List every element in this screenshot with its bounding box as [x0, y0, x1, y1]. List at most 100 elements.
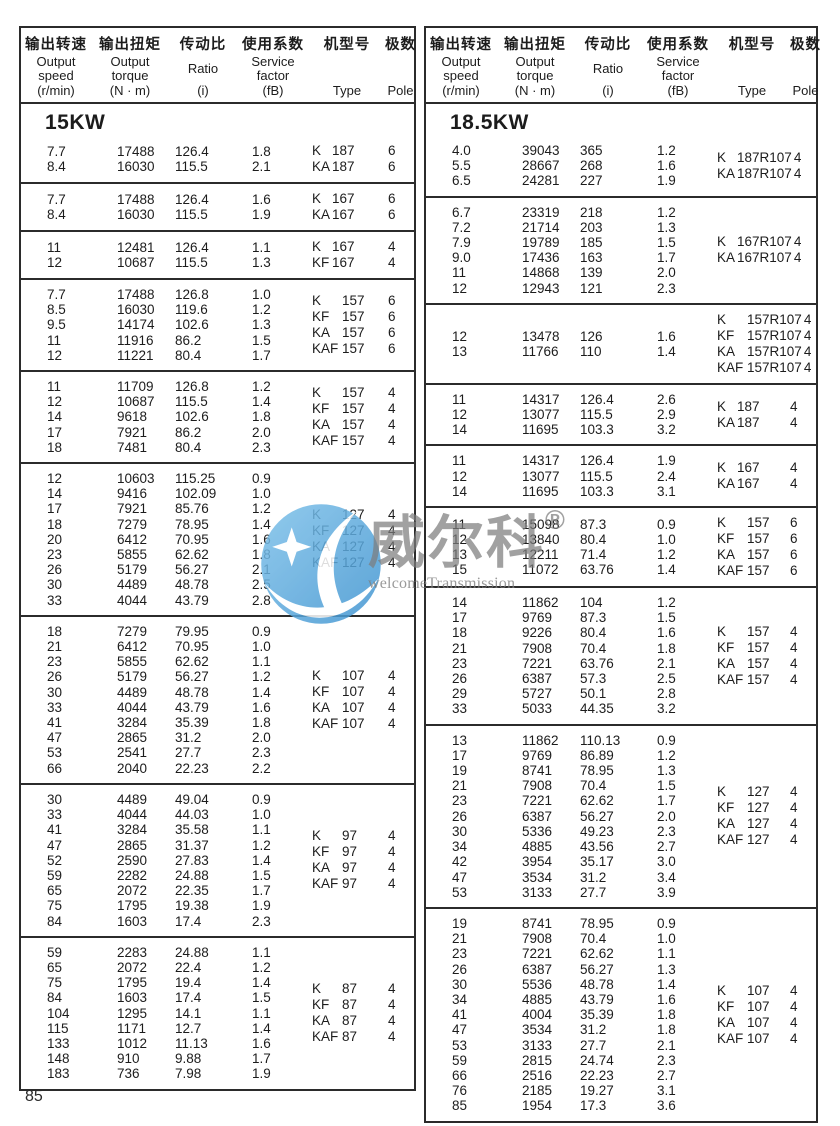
- type-row: KA 167R107 4: [714, 250, 820, 266]
- pole-value: 4: [388, 433, 396, 449]
- service-factor-value: 1.0: [252, 807, 271, 823]
- ratio-value: 86.89: [580, 747, 614, 763]
- service-factor-value: 0.9: [252, 471, 271, 487]
- ratio-value: 110: [580, 343, 602, 359]
- output-torque-value: 2590: [117, 852, 148, 868]
- service-factor-value: 1.8: [657, 640, 676, 656]
- ratio-value: 22.35: [175, 883, 209, 899]
- output-speed-value: 23: [47, 654, 63, 670]
- header-en: Service factor: [656, 54, 699, 83]
- service-factor-value: 1.5: [657, 610, 676, 626]
- output-speed-value: 11: [452, 516, 467, 532]
- table-row: 104 1295 14.1 1.1: [21, 1006, 309, 1021]
- output-speed-value: 42: [452, 854, 468, 870]
- table-row: 14 11695 103.3 3.2: [426, 422, 714, 437]
- type-value: KAF 157: [714, 672, 788, 688]
- type-row: K 107 4: [309, 668, 414, 684]
- table-body: 4.0 39043 365 1.2 5.5 28667 268 1.6 6.5 24281 227 1…: [426, 136, 816, 1121]
- ratio-value: 43.79: [175, 592, 209, 608]
- ratio-value: 126.8: [175, 379, 209, 395]
- table-body: 7.7 17488 126.4 1.8 8.4 16030 115.5 2.1 K 187 6 KA 1…: [21, 136, 414, 1089]
- ratio-value: 62.62: [175, 654, 209, 670]
- table-row: 84 1603 17.4 2.3: [21, 914, 309, 929]
- output-torque-value: 7221: [522, 946, 553, 962]
- header-unit: (fB): [262, 83, 284, 98]
- header-en-line: Ratio: [187, 60, 219, 76]
- table-row: 75 1795 19.4 1.4: [21, 975, 309, 990]
- output-speed-value: 8.4: [47, 207, 66, 222]
- type-number: 157: [747, 623, 770, 639]
- header-col-1: 输出扭矩 Output torque (N · m): [496, 33, 574, 98]
- table-row: 11 11709 126.8 1.2: [21, 379, 309, 394]
- output-torque-value: 3954: [522, 854, 553, 870]
- type-prefix: KF: [717, 639, 735, 655]
- output-speed-value: 30: [47, 791, 63, 807]
- service-factor-value: 1.8: [252, 547, 271, 563]
- output-speed-value: 23: [452, 946, 468, 962]
- output-torque-value: 10687: [117, 394, 155, 410]
- type-prefix: KF: [312, 401, 330, 417]
- service-factor-value: 3.1: [657, 1083, 676, 1099]
- ratio-value: 56.27: [175, 669, 209, 685]
- spec-group: 11 14317 126.4 2.6 12 13077 115.5 2.9 14 11695 103…: [426, 382, 816, 445]
- service-factor-value: 1.4: [252, 852, 271, 868]
- type-row: KA 167 6: [309, 207, 414, 223]
- type-value: KF 167: [309, 255, 386, 271]
- ratio-value: 126.4: [580, 391, 614, 407]
- pole-value: 4: [793, 234, 802, 250]
- type-value: KF 157: [714, 640, 788, 656]
- type-prefix: KAF: [312, 876, 339, 892]
- service-factor-value: 2.7: [657, 839, 676, 855]
- service-factor-value: 1.5: [252, 867, 271, 883]
- service-factor-value: 1.2: [657, 204, 676, 220]
- output-speed-value: 21: [452, 640, 468, 656]
- header-col-0: 输出转速 Output speed (r/min): [426, 33, 496, 98]
- ratio-value: 11.13: [175, 1035, 208, 1051]
- table-row: 17 7921 85.76 1.2: [21, 501, 309, 516]
- output-speed-value: 11: [47, 239, 62, 255]
- type-value: K 127: [714, 784, 788, 800]
- service-factor-value: 1.4: [252, 394, 271, 410]
- output-torque-value: 12481: [117, 239, 155, 255]
- type-value: KA 167: [309, 207, 386, 223]
- table-row: 11 11916 86.2 1.5: [21, 333, 309, 348]
- output-speed-value: 26: [47, 669, 63, 685]
- spec-group: 12 10603 115.25 0.9 14 9416 102.09 1.0 17 7921 85.…: [21, 462, 414, 615]
- table-row: 30 5536 48.78 1.4: [426, 977, 714, 992]
- type-number: 97: [342, 860, 358, 876]
- output-torque-value: 9416: [117, 486, 148, 502]
- spec-group: 14 11862 104 1.2 17 9769 87.3 1.5 18 9226 80.4 1.6 2…: [426, 586, 816, 724]
- table-row: 11 15098 87.3 0.9: [426, 517, 714, 532]
- spec-group: 11 11709 126.8 1.2 12 10687 115.5 1.4 14 9618 102.…: [21, 370, 414, 462]
- output-speed-value: 23: [452, 655, 468, 671]
- ratio-value: 24.88: [175, 867, 209, 883]
- service-factor-value: 1.6: [657, 328, 676, 344]
- table-row: 12 13478 126 1.6: [426, 329, 714, 344]
- type-value: K 187R107: [714, 150, 792, 166]
- service-factor-value: 1.8: [252, 409, 271, 425]
- spec-group: 59 2283 24.88 1.1 65 2072 22.4 1.2 75 1795 19.4 1.4…: [21, 935, 414, 1089]
- ratio-value: 121: [580, 280, 603, 296]
- type-prefix: K: [312, 239, 322, 254]
- group-data: 30 4489 49.04 0.9 33 4044 44.03 1.0 41 3284 35.58 1…: [21, 792, 309, 929]
- type-number: 187R107: [737, 165, 792, 181]
- service-factor-value: 1.5: [252, 332, 271, 348]
- table-row: 18 9226 80.4 1.6: [426, 625, 714, 640]
- ratio-value: 27.7: [580, 1037, 607, 1053]
- type-row: KAF 157 4: [309, 433, 414, 449]
- output-torque-value: 7921: [117, 501, 148, 517]
- type-value: KA 157: [714, 547, 788, 563]
- output-torque-value: 1603: [117, 913, 148, 929]
- table-row: 47 2865 31.2 2.0: [21, 730, 309, 745]
- type-value: KF 127: [714, 800, 788, 816]
- ratio-value: 62.62: [580, 946, 614, 962]
- table-header: 输出转速 Output speed (r/min) 输出扭矩 Output torque (N…: [426, 28, 820, 104]
- output-speed-value: 30: [452, 823, 468, 839]
- table-row: 34 4885 43.79 1.6: [426, 992, 714, 1007]
- type-number: 107: [342, 715, 365, 731]
- type-row: KAF 127 4: [714, 832, 816, 848]
- table-row: 53 3133 27.7 2.1: [426, 1038, 714, 1053]
- output-torque-value: 19789: [522, 235, 560, 251]
- output-speed-value: 11: [452, 391, 467, 407]
- group-data: 11 15098 87.3 0.9 12 13840 80.4 1.0 13 12211 71.4 1…: [426, 517, 714, 578]
